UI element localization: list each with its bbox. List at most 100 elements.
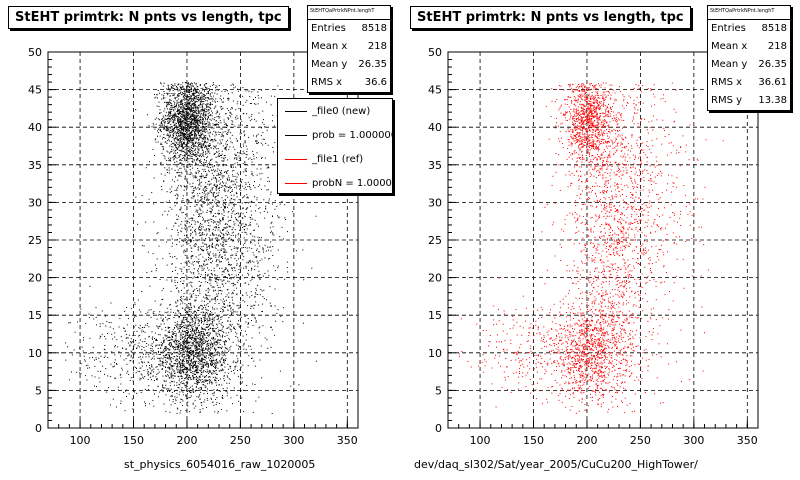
data-point bbox=[194, 110, 196, 112]
data-point bbox=[229, 367, 231, 369]
data-point bbox=[227, 320, 229, 322]
data-point bbox=[212, 123, 214, 125]
data-point bbox=[195, 105, 197, 107]
data-point bbox=[196, 88, 198, 90]
data-point bbox=[187, 100, 189, 102]
data-point bbox=[166, 126, 168, 128]
data-point bbox=[198, 119, 200, 121]
data-point bbox=[207, 124, 209, 126]
data-point bbox=[183, 121, 185, 123]
data-point bbox=[179, 101, 181, 103]
data-point bbox=[187, 106, 189, 107]
data-point bbox=[160, 173, 162, 175]
data-point bbox=[189, 375, 190, 376]
data-point bbox=[158, 371, 160, 373]
data-point bbox=[191, 129, 193, 131]
data-point bbox=[209, 376, 211, 378]
data-point bbox=[202, 105, 203, 107]
data-point bbox=[200, 346, 202, 347]
data-point bbox=[192, 111, 194, 113]
data-point bbox=[213, 84, 215, 85]
data-point bbox=[182, 88, 184, 90]
data-point bbox=[182, 135, 184, 137]
data-point bbox=[166, 104, 168, 106]
data-point bbox=[182, 129, 184, 131]
data-point bbox=[174, 339, 176, 341]
data-point bbox=[193, 130, 195, 132]
data-point bbox=[174, 155, 176, 157]
data-point bbox=[212, 100, 214, 102]
data-point bbox=[187, 145, 189, 147]
data-point bbox=[188, 118, 190, 120]
data-point bbox=[184, 125, 186, 127]
data-point bbox=[180, 122, 181, 124]
data-point bbox=[187, 107, 189, 109]
data-point bbox=[164, 127, 166, 129]
data-point bbox=[159, 129, 161, 131]
data-point bbox=[185, 96, 187, 97]
data-point bbox=[189, 97, 191, 99]
data-point bbox=[185, 138, 187, 139]
data-point bbox=[195, 118, 197, 119]
data-point bbox=[186, 137, 187, 138]
data-point bbox=[169, 100, 171, 102]
data-point bbox=[192, 139, 194, 141]
data-point bbox=[178, 362, 180, 363]
data-point bbox=[189, 89, 191, 91]
data-point bbox=[172, 95, 174, 97]
data-point bbox=[195, 141, 197, 143]
data-point bbox=[205, 128, 207, 129]
data-point bbox=[193, 113, 195, 115]
data-point bbox=[173, 158, 175, 160]
data-point bbox=[194, 340, 196, 342]
data-point bbox=[201, 140, 203, 142]
data-point bbox=[180, 313, 181, 314]
data-point bbox=[180, 99, 182, 101]
data-point bbox=[203, 125, 204, 127]
data-point bbox=[186, 113, 187, 115]
data-point bbox=[195, 84, 197, 86]
data-point bbox=[170, 102, 172, 104]
data-point bbox=[173, 94, 175, 96]
data-point bbox=[173, 356, 175, 357]
data-point bbox=[195, 115, 197, 117]
data-point bbox=[184, 108, 186, 110]
data-point bbox=[194, 126, 196, 127]
data-point bbox=[185, 118, 187, 120]
data-point bbox=[194, 82, 196, 84]
data-point bbox=[193, 119, 195, 121]
data-point bbox=[163, 120, 165, 122]
data-point bbox=[176, 96, 178, 98]
data-point bbox=[166, 358, 168, 359]
data-point bbox=[207, 144, 209, 146]
data-point bbox=[160, 163, 162, 165]
data-point bbox=[184, 344, 186, 346]
data-point bbox=[177, 130, 179, 132]
data-point bbox=[174, 157, 176, 159]
data-point bbox=[194, 120, 196, 122]
data-point bbox=[174, 112, 176, 114]
data-point bbox=[175, 112, 177, 114]
data-point bbox=[186, 354, 188, 356]
data-point bbox=[192, 141, 194, 143]
data-point bbox=[173, 110, 175, 112]
data-point bbox=[181, 146, 183, 147]
data-point bbox=[188, 130, 190, 131]
data-point bbox=[167, 120, 169, 122]
data-point bbox=[200, 129, 202, 131]
data-point bbox=[183, 133, 185, 135]
data-point bbox=[154, 139, 156, 141]
data-point bbox=[182, 133, 184, 135]
data-point bbox=[156, 378, 158, 379]
data-point bbox=[170, 143, 172, 145]
data-point bbox=[203, 130, 205, 132]
data-point bbox=[166, 106, 168, 108]
data-point bbox=[177, 117, 179, 119]
data-point bbox=[189, 90, 190, 92]
data-point bbox=[186, 89, 188, 90]
data-point bbox=[188, 133, 190, 135]
data-point bbox=[191, 119, 193, 121]
data-point bbox=[162, 119, 164, 121]
data-point bbox=[168, 344, 170, 346]
data-point bbox=[173, 135, 175, 137]
